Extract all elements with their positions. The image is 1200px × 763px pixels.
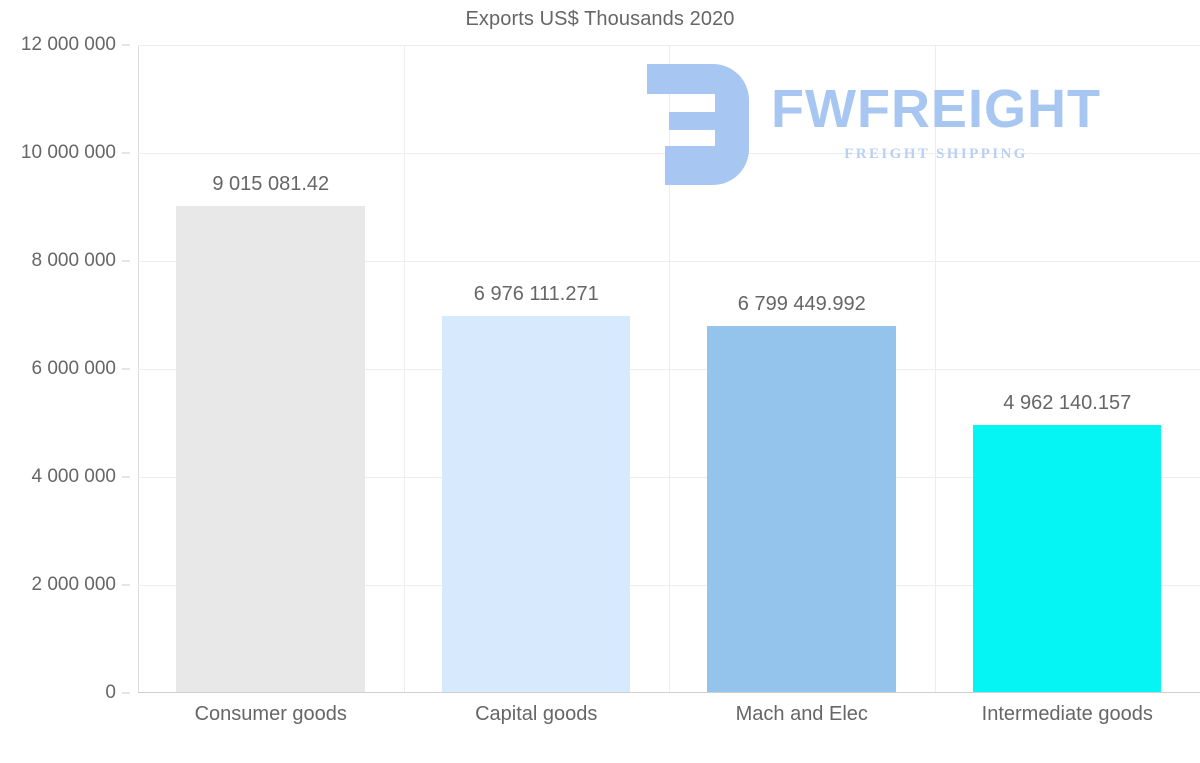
- bar[interactable]: [441, 316, 631, 693]
- x-axis: Consumer goods Capital goods Mach and Elec…: [138, 697, 1200, 747]
- y-axis-tick-label: 6 000 000: [31, 358, 116, 379]
- bar-value-label: 6 976 111.271: [473, 283, 599, 306]
- x-axis-line: [138, 692, 1200, 693]
- y-axis-tick-label: 2 000 000: [31, 574, 116, 595]
- plot-area: 9 015 081.42 6 976 111.271 6 799 449.992 4 …: [138, 45, 1200, 693]
- bar-value-label: 4 962 140.157: [1003, 392, 1132, 415]
- bar[interactable]: [972, 425, 1162, 693]
- category-separator: [669, 45, 670, 693]
- chart-title: Exports US$ Thousands 2020: [465, 8, 735, 30]
- x-axis-category-label: Mach and Elec: [735, 703, 868, 725]
- bar-value-label: 6 799 449.992: [737, 292, 866, 315]
- y-axis-tick-label: 10 000 000: [20, 142, 116, 163]
- x-axis-category-label: Intermediate goods: [981, 703, 1153, 725]
- bar[interactable]: [176, 206, 365, 693]
- category-separator: [404, 45, 405, 693]
- y-axis-tick-mark: [122, 260, 130, 262]
- y-axis-tick-mark: [122, 152, 130, 154]
- x-axis-category-label: Capital goods: [475, 703, 598, 725]
- y-axis-tick-label: 12 000 000: [20, 34, 116, 55]
- y-axis-tick-mark: [122, 44, 130, 46]
- y-axis-tick-mark: [122, 584, 130, 586]
- y-axis-tick-label: 4 000 000: [31, 466, 116, 487]
- category-separator: [935, 45, 936, 693]
- y-axis-tick-mark: [122, 368, 130, 370]
- bar-value-label: 9 015 081.42: [212, 173, 330, 196]
- y-axis-tick-label: 8 000 000: [31, 250, 116, 271]
- y-axis-tick-label: 0: [105, 682, 116, 703]
- y-axis: 0 2 000 000 4 000 000 6 000 000 8 000 000 10 …: [0, 34, 130, 703]
- bar[interactable]: [707, 325, 896, 693]
- y-axis-tick-mark: [122, 476, 130, 478]
- x-axis-category-label: Consumer goods: [194, 703, 347, 725]
- y-axis-tick-mark: [122, 692, 130, 694]
